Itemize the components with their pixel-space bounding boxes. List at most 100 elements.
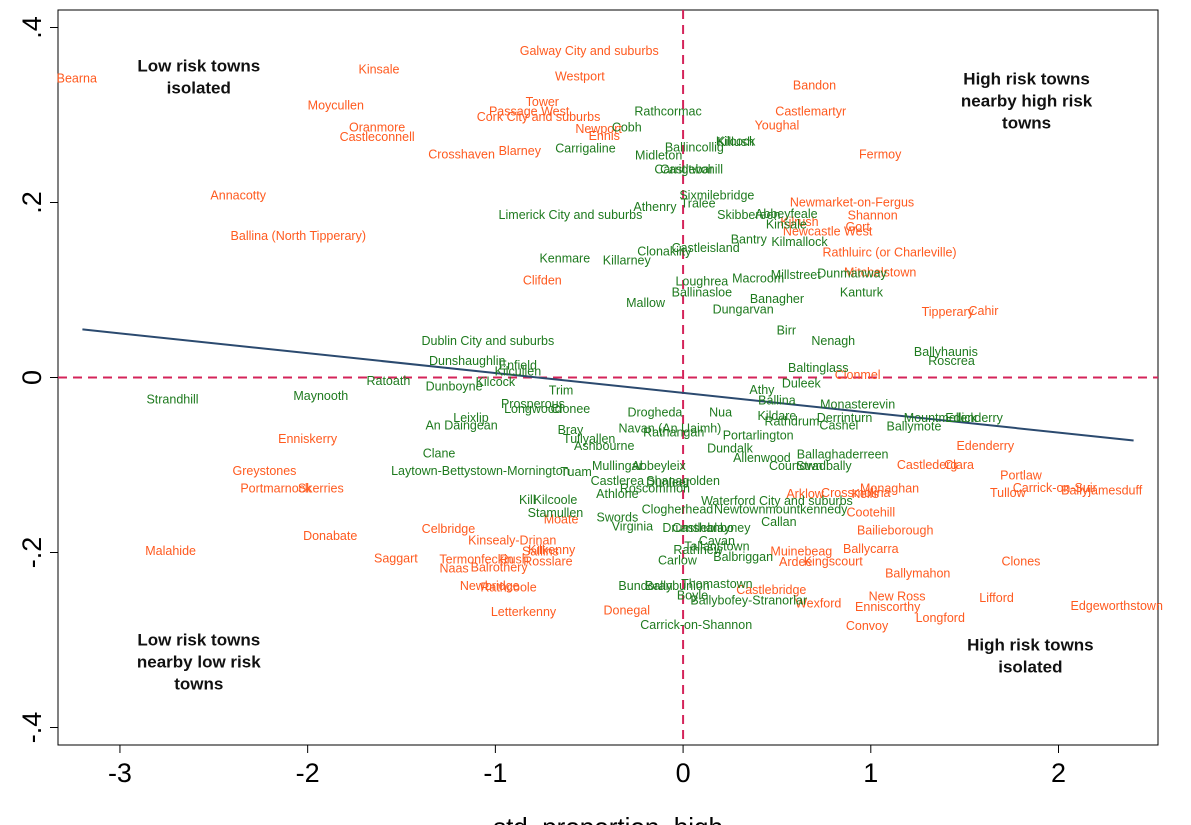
town-label: Kells (852, 487, 879, 501)
town-label: Tullyallen (563, 432, 615, 446)
town-label: Sallins (522, 545, 559, 559)
town-label: Castlebar (660, 162, 714, 176)
town-label: Celbridge (422, 522, 476, 536)
town-label: Greystones (233, 464, 297, 478)
town-label: Roscommon (620, 482, 690, 496)
town-label: Naas (439, 561, 468, 575)
town-label: Castlemartyr (775, 105, 846, 119)
town-label: Baltinglass (788, 361, 848, 375)
town-label: Shannon (848, 209, 898, 223)
town-label: Tower (526, 95, 559, 109)
town-label: Clifden (523, 273, 562, 287)
town-label: Carrick-on-Shannon (640, 618, 752, 632)
town-label: Killarney (603, 253, 652, 267)
town-label: Dunshaughlin (429, 354, 505, 368)
x-tick-label: -2 (296, 758, 320, 788)
town-label: Rush (500, 553, 529, 567)
y-tick-label: .2 (17, 191, 47, 214)
town-label: Gort (846, 220, 871, 234)
town-label: Edenderry (945, 411, 1003, 425)
town-label: Dunleer (646, 476, 690, 490)
town-label: Longwood (504, 402, 562, 416)
town-label: Thomastown (681, 577, 753, 591)
quadrant-label-ll: Low risk towns nearby low risk towns (135, 629, 262, 695)
town-label: Saggart (374, 552, 418, 566)
town-label: Newcastle West (783, 224, 873, 238)
town-label: New Ross (869, 589, 926, 603)
town-label: Ballina (758, 393, 796, 407)
town-label: Newport (575, 122, 622, 136)
town-label: Rathcormac (634, 105, 701, 119)
town-label: Newbridge (460, 579, 520, 593)
town-label: Portmarnock (240, 482, 312, 496)
town-label: Kanturk (840, 286, 884, 300)
town-label: Trim (549, 384, 574, 398)
town-label: Oranmore (349, 120, 405, 134)
town-label: Moate (544, 512, 579, 526)
town-label: Clones (1002, 554, 1041, 568)
town-label: Ardee (779, 555, 812, 569)
town-label: Midleton (635, 148, 682, 162)
quadrant-label-line: towns (174, 674, 223, 693)
town-label: Longford (916, 611, 965, 625)
town-label: Clara (944, 458, 974, 472)
town-label: Abbeyfeale (755, 207, 818, 221)
town-label: Enniscorthy (855, 600, 921, 614)
town-label: Athlone (596, 487, 638, 501)
town-label: Drogheda (627, 406, 682, 420)
quadrant-label-ul: Low risk towns isolated (136, 55, 262, 99)
town-label: Nua (709, 406, 732, 420)
town-label: Rosslare (523, 554, 572, 568)
town-label: Navan (An Uaimh) (619, 421, 722, 435)
town-label: Lifford (979, 591, 1014, 605)
town-label: Athenry (633, 200, 677, 214)
town-label: Kill (519, 493, 536, 507)
town-label: Virginia (612, 519, 654, 533)
town-label: Rathcoole (480, 581, 536, 595)
town-label: Castleisland (672, 241, 740, 255)
town-label: Wexford (795, 596, 841, 610)
town-label: Castleconnell (340, 130, 415, 144)
town-label: Maynooth (293, 389, 348, 403)
town-label: Tralee (681, 196, 716, 210)
town-label: Rathangan (643, 426, 704, 440)
town-label: Kilrush (780, 215, 818, 229)
town-label: Newtownmountkennedy (714, 503, 848, 517)
x-axis-title: std_proportion_high (493, 812, 723, 825)
x-tick-label: 0 (676, 758, 691, 788)
town-label: Ballybofey-Stranorlar (690, 594, 807, 608)
town-label: Carrigaline (555, 141, 615, 155)
fit-line (82, 328, 1134, 442)
town-label: Tipperary (922, 305, 975, 319)
town-label: Ballybunion (645, 579, 710, 593)
town-label: Leixlip (453, 411, 488, 425)
x-tick-label: -1 (483, 758, 507, 788)
town-label: Boyle (677, 588, 708, 602)
town-label: Courtown (769, 459, 823, 473)
town-label: Edenderry (956, 439, 1014, 453)
town-label: Edgeworthstown (1070, 599, 1162, 613)
town-label: Newmarket-on-Fergus (790, 196, 914, 210)
town-label: Moycullen (308, 98, 364, 112)
town-label: Prosperous (501, 397, 565, 411)
town-label: Dublin City and suburbs (422, 334, 555, 348)
town-label: Kinsealy-Drinan (468, 533, 556, 547)
fitted-regression-line (82, 328, 1134, 442)
town-label: Clonakilty (637, 245, 692, 259)
town-label: Kingscourt (804, 554, 864, 568)
town-label: Carrick-on-Suir (1013, 481, 1097, 495)
town-label: Clonmel (835, 368, 881, 382)
town-label: Kilcoole (534, 493, 578, 507)
town-label: Dunboyne (426, 379, 483, 393)
town-label: Castlerea (591, 474, 645, 488)
town-label: Ballycarra (843, 542, 899, 556)
town-label: Ballaghaderreen (797, 448, 889, 462)
town-label: Westport (555, 70, 605, 84)
town-label: Ashbourne (574, 439, 635, 453)
town-label: Limerick City and suburbs (499, 208, 643, 222)
town-label: Kinsale (766, 217, 807, 231)
town-label: Skerries (298, 482, 344, 496)
town-label: Monasterevin (820, 398, 895, 412)
town-label: Portlaw (1000, 469, 1043, 483)
